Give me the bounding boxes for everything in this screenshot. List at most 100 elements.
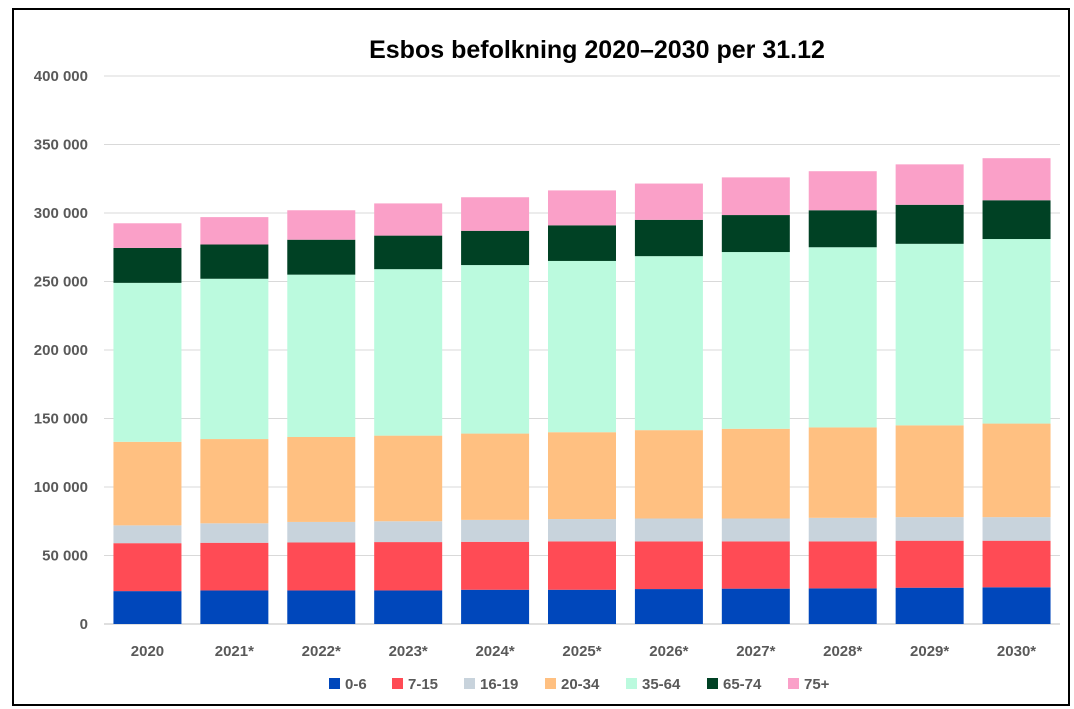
bar-segment-16-19 — [895, 517, 964, 541]
bar-segment-16-19 — [374, 521, 443, 543]
bar-segment-20-34 — [374, 435, 443, 522]
bar-segment-20-34 — [113, 441, 182, 526]
bar-stack — [374, 203, 443, 624]
bar-segment-0-6 — [287, 590, 356, 624]
bar-segment-20-34 — [808, 427, 877, 518]
bar-segment-75+ — [461, 197, 530, 231]
bar-segment-0-6 — [895, 587, 964, 624]
x-tick-label: 2029* — [910, 643, 949, 660]
bar-stack — [287, 210, 356, 624]
bar-segment-16-19 — [808, 517, 877, 542]
bar-segment-65-74 — [200, 244, 269, 279]
chart-frame: Esbos befolkning 2020–2030 per 31.12 0 50… — [12, 8, 1070, 706]
legend-item: 16-19 — [464, 676, 518, 693]
bar-segment-75+ — [634, 183, 703, 220]
x-tick-label: 2030* — [997, 643, 1036, 660]
bar-segment-35-64 — [548, 260, 616, 433]
bar-segment-35-64 — [808, 247, 877, 428]
legend-item: 75+ — [788, 676, 830, 693]
bar-segment-0-6 — [461, 589, 530, 624]
bar-segment-16-19 — [113, 525, 182, 544]
bar-segment-16-19 — [634, 518, 703, 542]
y-axis-ticks: 0 50 000 100 000 150 000 200 000 250 000 300 0… — [34, 68, 88, 633]
x-tick-label: 2026* — [649, 643, 688, 660]
bar-segment-0-6 — [200, 590, 269, 624]
bar-segment-35-64 — [374, 269, 443, 436]
x-tick-label: 2022* — [302, 643, 341, 660]
x-tick-label: 2021* — [215, 643, 254, 660]
bar-segment-7-15 — [808, 541, 877, 589]
bar-segment-65-74 — [461, 230, 530, 266]
bar-segment-0-6 — [982, 587, 1051, 624]
legend-swatch — [788, 678, 799, 689]
y-tick-label: 400 000 — [34, 68, 88, 85]
legend-swatch — [392, 678, 403, 689]
bar-segment-7-15 — [374, 542, 443, 591]
legend: 0-6 7-15 16-19 20-34 35-64 65-74 75+ — [329, 676, 830, 693]
y-tick-label: 50 000 — [42, 548, 88, 565]
bar-segment-65-74 — [721, 215, 790, 253]
bar-segment-75+ — [895, 164, 964, 205]
bar-stack — [548, 190, 616, 624]
bar-segment-65-74 — [374, 235, 443, 270]
bar-segment-65-74 — [895, 204, 964, 244]
bar-segment-7-15 — [895, 540, 964, 588]
x-tick-label: 2027* — [736, 643, 775, 660]
bar-segment-7-15 — [461, 541, 530, 590]
bar-segment-75+ — [374, 203, 443, 236]
bar-segment-0-6 — [721, 588, 790, 624]
bar-segment-75+ — [548, 190, 616, 226]
bar-segment-7-15 — [721, 541, 790, 589]
bar-segment-20-34 — [548, 432, 616, 520]
bar-segment-35-64 — [721, 252, 790, 429]
bar-segment-35-64 — [634, 256, 703, 431]
bar-segment-75+ — [287, 210, 356, 240]
x-tick-label: 2025* — [562, 643, 601, 660]
legend-label: 35-64 — [642, 676, 681, 693]
legend-label: 20-34 — [561, 676, 600, 693]
bar-segment-20-34 — [461, 433, 530, 520]
bar-segment-20-34 — [721, 428, 790, 519]
bar-segment-7-15 — [548, 541, 616, 590]
bar-segment-16-19 — [200, 523, 269, 543]
bar-segment-75+ — [721, 177, 790, 216]
chart-title: Esbos befolkning 2020–2030 per 31.12 — [369, 36, 825, 64]
legend-item: 35-64 — [626, 676, 681, 693]
bar-segment-35-64 — [461, 265, 530, 434]
bar-segment-65-74 — [808, 210, 877, 248]
legend-item: 20-34 — [545, 676, 600, 693]
bar-stack — [721, 177, 790, 624]
legend-label: 7-15 — [408, 676, 438, 693]
bar-segment-16-19 — [548, 519, 616, 542]
bar-stack — [200, 217, 269, 624]
bar-segment-20-34 — [895, 425, 964, 518]
bar-segment-7-15 — [287, 542, 356, 591]
bar-segment-20-34 — [200, 439, 269, 524]
legend-label: 16-19 — [480, 676, 518, 693]
bar-segment-65-74 — [634, 219, 703, 257]
legend-swatch — [329, 678, 340, 689]
legend-item: 65-74 — [707, 676, 762, 693]
legend-item: 7-15 — [392, 676, 438, 693]
y-tick-label: 100 000 — [34, 479, 88, 496]
bar-segment-16-19 — [721, 518, 790, 542]
bar-segment-65-74 — [982, 200, 1051, 240]
bar-segment-0-6 — [808, 588, 877, 624]
bar-stack — [982, 158, 1051, 624]
x-tick-label: 2020 — [131, 643, 164, 660]
bar-segment-7-15 — [634, 541, 703, 590]
bar-segment-7-15 — [982, 540, 1051, 588]
bar-segment-20-34 — [287, 436, 356, 522]
y-tick-label: 350 000 — [34, 137, 88, 154]
bar-segment-16-19 — [982, 517, 1051, 541]
x-tick-label: 2023* — [389, 643, 428, 660]
bar-segment-20-34 — [982, 423, 1051, 518]
bar-segment-75+ — [982, 158, 1051, 201]
bar-stacks — [113, 158, 1051, 624]
bar-segment-35-64 — [113, 282, 182, 442]
y-tick-label: 300 000 — [34, 205, 88, 222]
bar-stack — [808, 171, 877, 624]
bar-stack — [895, 164, 964, 624]
y-tick-label: 200 000 — [34, 342, 88, 359]
bar-segment-35-64 — [287, 274, 356, 437]
